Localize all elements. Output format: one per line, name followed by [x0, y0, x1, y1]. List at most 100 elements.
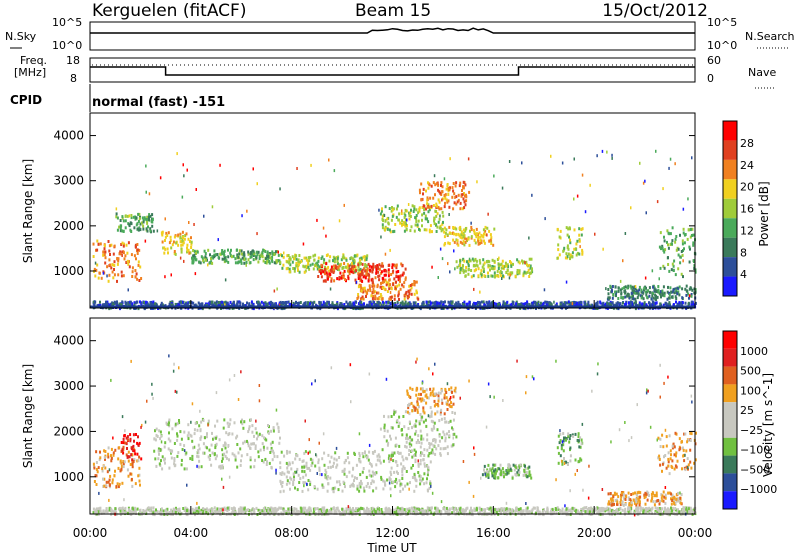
velocity-cell [681, 446, 684, 450]
velocity-cell [493, 463, 496, 467]
power-cell [652, 292, 654, 296]
power-cell [493, 271, 496, 275]
velocity-cell [361, 470, 364, 474]
power-cell [135, 216, 138, 220]
velocity-cell [389, 457, 392, 461]
velocity-cell [499, 463, 502, 467]
velocity-cell [176, 454, 179, 458]
power-cell [472, 259, 475, 263]
velocity-cell [126, 435, 129, 439]
velocity-cell [415, 386, 418, 390]
power-cell [525, 303, 528, 307]
power-cell [401, 224, 403, 228]
power-cell [571, 251, 574, 255]
power-cell [482, 270, 485, 273]
velocity-cell [417, 464, 420, 468]
velocity-cell [239, 447, 242, 451]
power-cell [273, 289, 276, 293]
power-cell [194, 303, 197, 307]
power-cell [388, 297, 391, 301]
power-cell [256, 182, 258, 186]
power-cell [307, 256, 310, 260]
power-cell [100, 276, 103, 280]
power-cell [476, 180, 478, 184]
nsearch-tick-bottom: 10^0 [707, 39, 737, 52]
velocity-cell [403, 466, 406, 470]
power-cell [681, 239, 684, 243]
velocity-cell [180, 463, 183, 467]
power-cell [124, 300, 127, 304]
velocity-cell [419, 387, 422, 391]
power-cell [659, 302, 662, 306]
velocity-cell [206, 432, 208, 436]
power-cell [412, 210, 415, 213]
velocity-cell [399, 489, 402, 493]
power-cell [395, 270, 398, 274]
power-cell [115, 215, 118, 219]
velocity-cell [174, 422, 177, 426]
power-cell [414, 216, 417, 220]
power-cell [388, 228, 391, 232]
power-cell [400, 262, 403, 266]
power-cell [104, 250, 107, 254]
velocity-cell [682, 454, 685, 458]
velocity-cell [677, 497, 680, 501]
velocity-cell [187, 437, 190, 441]
velocity-cell [169, 449, 172, 452]
velocity-cell [392, 459, 395, 463]
velocity-cell [528, 474, 531, 478]
power-cell [409, 229, 412, 233]
velocity-cell [221, 453, 224, 457]
power-cell [427, 210, 430, 214]
velocity-cell [580, 458, 583, 462]
power-cell [408, 295, 410, 299]
velocity-cell [353, 479, 355, 483]
power-cell [638, 301, 641, 305]
power-cell [488, 239, 491, 243]
power-cell [165, 231, 168, 235]
power-cell [488, 260, 491, 264]
power-cell [266, 259, 269, 263]
power-cell [350, 256, 353, 260]
power-cell [292, 267, 295, 270]
velocity-cell [490, 468, 493, 472]
velocity-cell [99, 450, 101, 454]
power-cell [558, 253, 561, 257]
power-cell [323, 267, 326, 271]
power-cell [121, 241, 124, 245]
velocity-cell [371, 479, 374, 483]
velocity-cell [437, 394, 440, 398]
power-cell [230, 303, 233, 307]
velocity-cell [441, 389, 443, 393]
power-colorbar-swatch [723, 218, 737, 238]
velocity-cell [173, 457, 176, 460]
power-cell [539, 301, 542, 305]
power-cell [498, 302, 500, 306]
power-cell [441, 210, 444, 214]
velocity-cell [419, 413, 422, 416]
velocity-cell [497, 476, 500, 480]
velocity-cell [191, 439, 194, 443]
power-cell [495, 302, 498, 306]
power-cell [620, 296, 623, 300]
power-cell [678, 285, 681, 289]
power-cell [333, 169, 336, 173]
velocity-cell [120, 467, 123, 471]
power-cell [575, 253, 578, 257]
velocity-cell [241, 418, 243, 422]
velocity-cell [491, 474, 494, 478]
power-cell [610, 302, 613, 306]
velocity-cell [289, 476, 292, 480]
velocity-cell [429, 406, 432, 410]
power-cell [118, 252, 121, 256]
power-cell [470, 269, 473, 272]
velocity-cell [388, 476, 391, 480]
velocity-cell [387, 441, 390, 445]
power-cell [382, 219, 385, 223]
power-cell [426, 202, 429, 206]
power-cell [138, 226, 141, 230]
power-cell [398, 298, 400, 301]
velocity-cell [296, 467, 299, 471]
power-cell [256, 253, 259, 257]
velocity-cell [110, 447, 113, 451]
